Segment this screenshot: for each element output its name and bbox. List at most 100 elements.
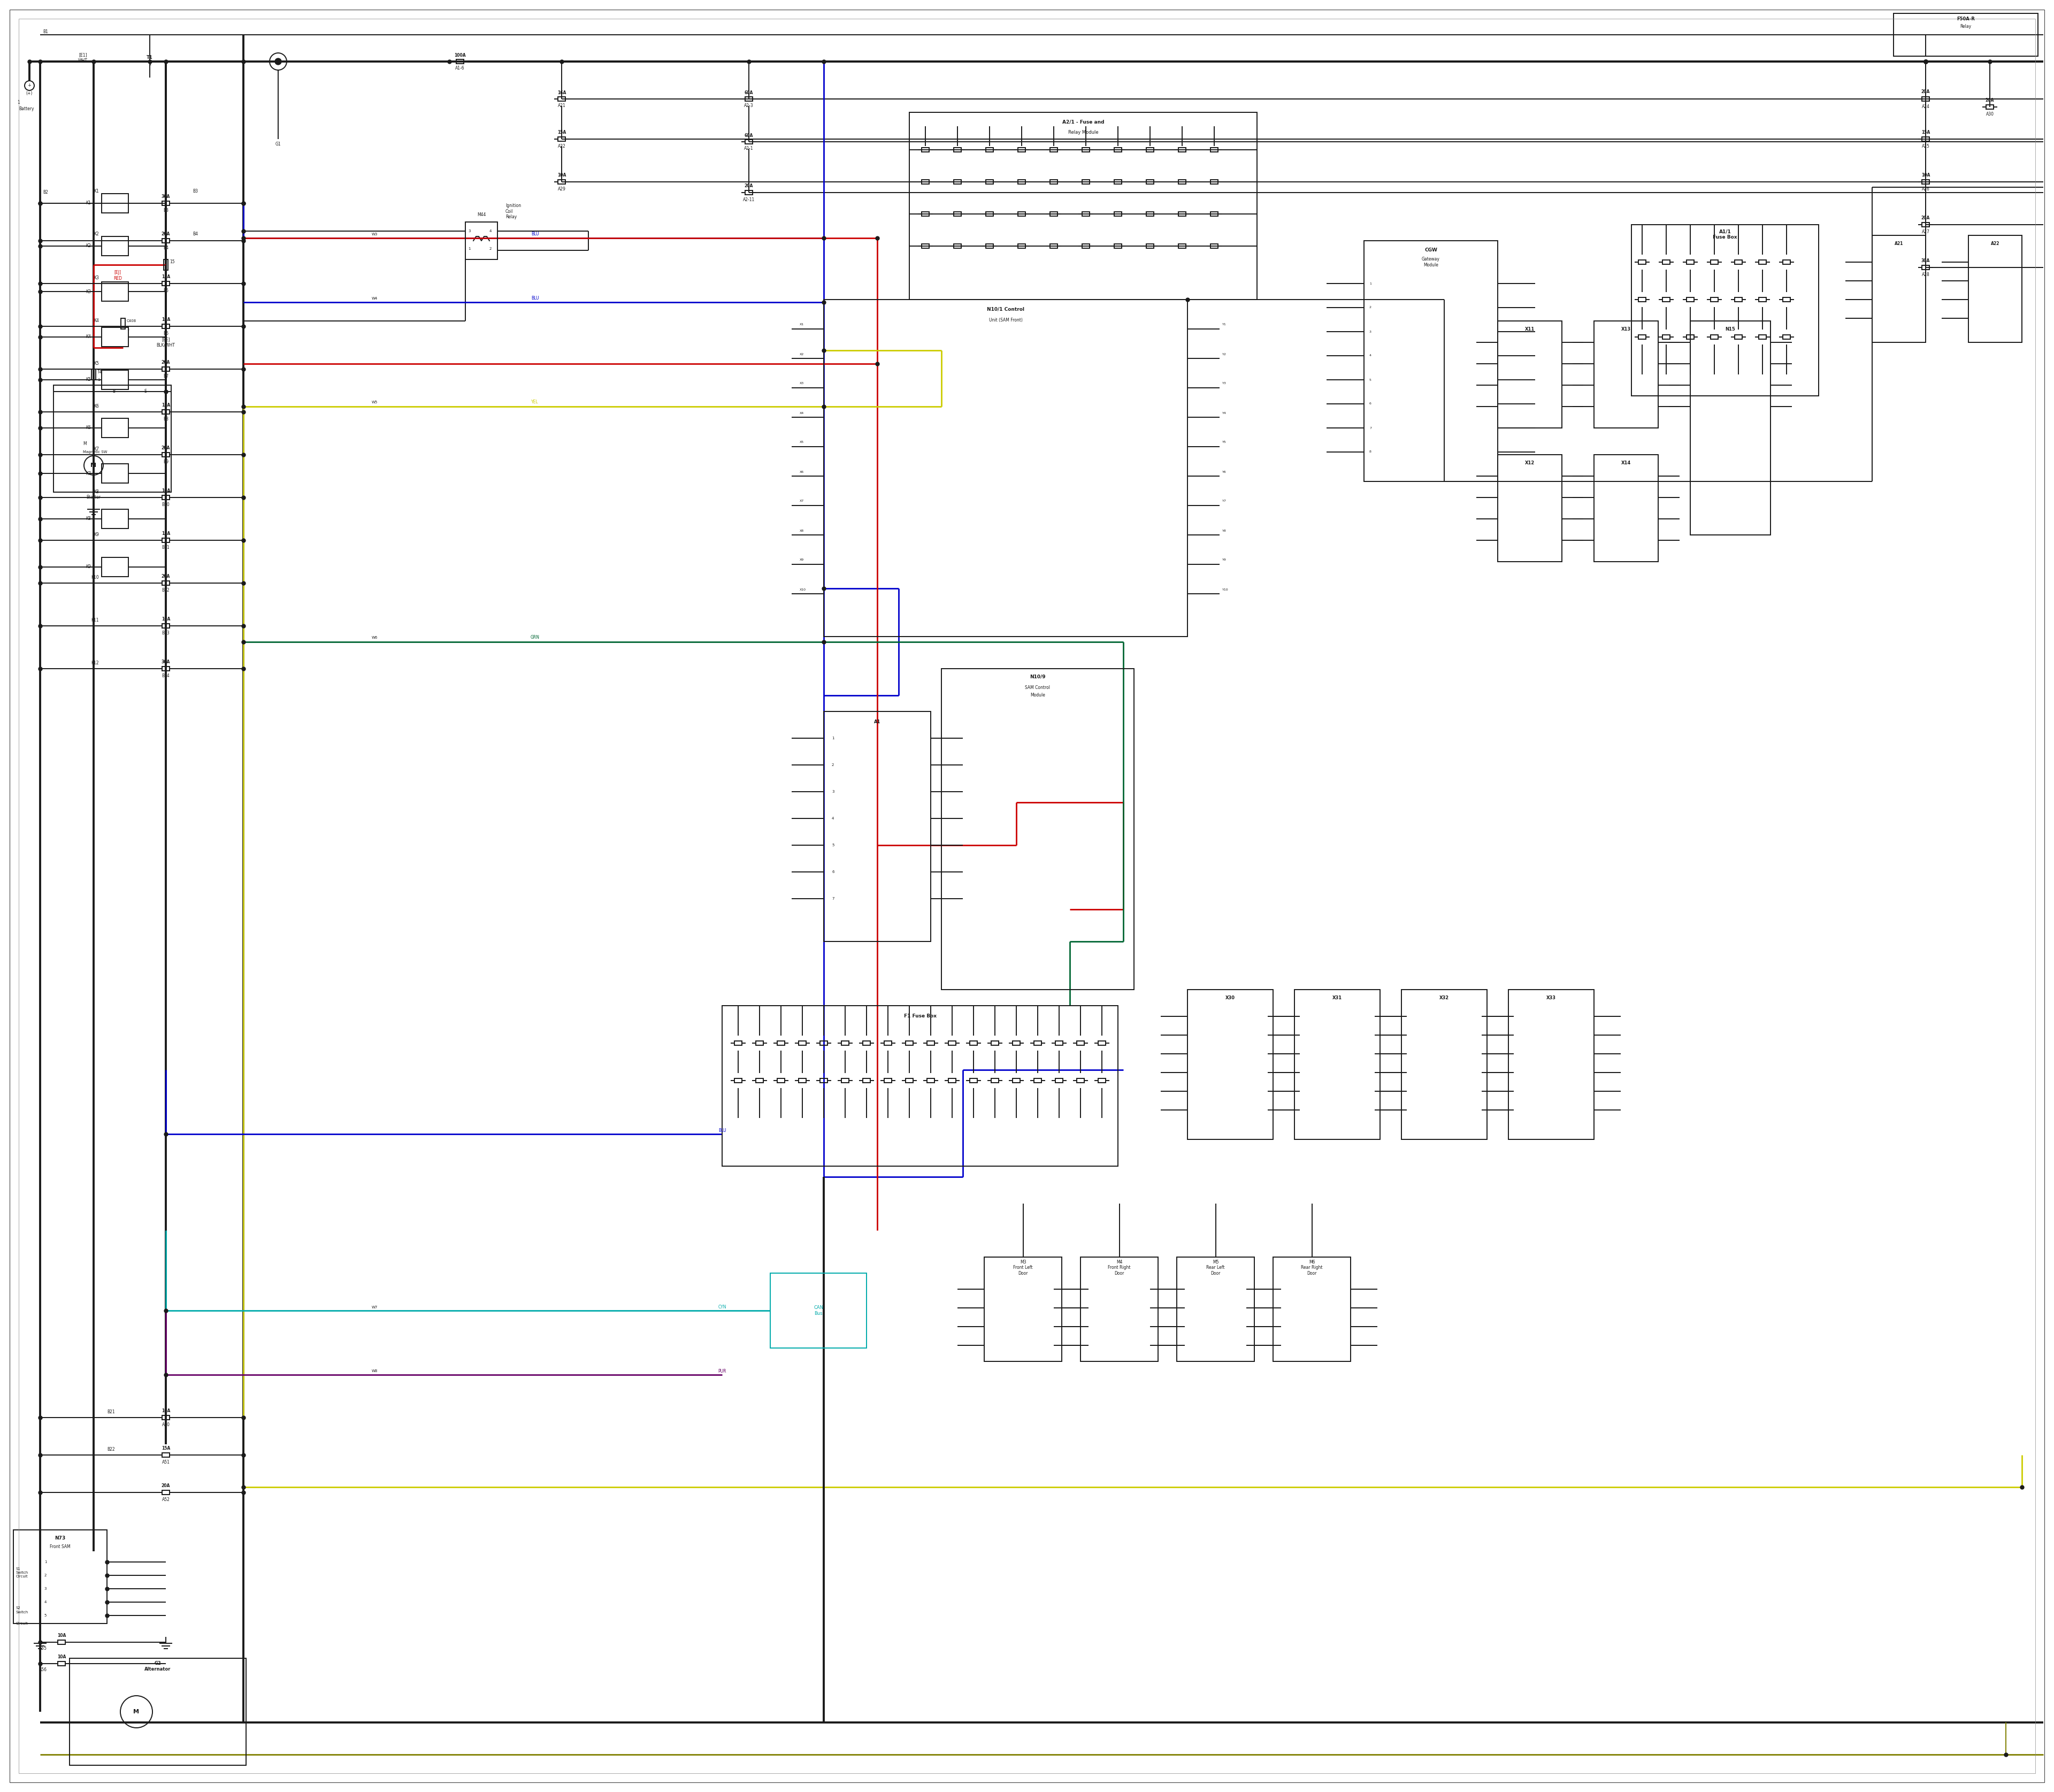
Bar [1594, 321, 1658, 428]
Text: X32: X32 [1440, 995, 1448, 1000]
Bar [926, 1041, 935, 1045]
Bar [1736, 297, 1742, 301]
Text: A27: A27 [1923, 229, 1929, 235]
Text: Circuit: Circuit [16, 1622, 29, 1625]
Text: Y1: Y1 [1222, 323, 1226, 326]
Text: M44: M44 [477, 213, 487, 217]
Text: M: M [82, 441, 86, 446]
Text: K6: K6 [94, 405, 99, 409]
Text: 4: 4 [1370, 355, 1372, 357]
Bar [1497, 455, 1561, 561]
Bar [756, 1079, 764, 1082]
Bar [949, 1041, 955, 1045]
Bar [1894, 13, 2038, 56]
Bar [926, 1079, 935, 1082]
Bar [1113, 244, 1121, 249]
Text: 2: 2 [1370, 306, 1372, 308]
Text: K4: K4 [94, 319, 99, 323]
Text: 15A: 15A [162, 274, 170, 280]
Bar [1080, 1256, 1158, 1362]
Text: B10: B10 [162, 502, 170, 507]
Text: F50A-R: F50A-R [1957, 16, 1974, 22]
Text: B12: B12 [162, 588, 170, 593]
Text: B1: B1 [43, 30, 47, 34]
Text: A24: A24 [1923, 104, 1929, 109]
Text: 15A: 15A [162, 530, 170, 536]
Text: W3: W3 [372, 233, 378, 237]
Text: X1: X1 [799, 323, 803, 326]
Text: K7: K7 [86, 471, 90, 477]
Text: K8: K8 [94, 489, 99, 495]
Bar [101, 281, 127, 301]
Bar [1076, 1079, 1085, 1082]
Text: 10A: 10A [557, 174, 567, 177]
Bar [1177, 1256, 1255, 1362]
Text: 20A: 20A [1986, 99, 1994, 102]
Bar [1364, 240, 1497, 482]
Bar [162, 324, 170, 328]
Text: Y7: Y7 [1222, 500, 1226, 502]
Bar [1758, 335, 1766, 339]
Text: 20A: 20A [162, 360, 170, 364]
Text: B11: B11 [162, 545, 170, 550]
Bar [1076, 1041, 1085, 1045]
Text: SAM Control: SAM Control [1025, 685, 1050, 690]
Bar [162, 1416, 170, 1419]
Text: 10A: 10A [1920, 172, 1931, 177]
Text: PUR: PUR [719, 1369, 727, 1373]
Bar [1019, 147, 1025, 152]
Text: 3: 3 [468, 229, 470, 233]
Text: 6: 6 [1370, 403, 1372, 405]
Text: CYN: CYN [719, 1305, 727, 1310]
Bar [1783, 335, 1791, 339]
Text: Module: Module [1031, 694, 1045, 697]
Text: T1: T1 [146, 56, 152, 61]
Text: S1
Switch
Circuit: S1 Switch Circuit [16, 1568, 29, 1579]
Bar [1056, 1041, 1062, 1045]
Text: 100A: 100A [454, 52, 466, 57]
Circle shape [275, 59, 281, 65]
Text: W5: W5 [372, 401, 378, 403]
Text: K6: K6 [86, 425, 90, 430]
Bar [922, 147, 928, 152]
Bar [1033, 1079, 1041, 1082]
Bar [456, 59, 464, 65]
Bar [14, 1530, 107, 1624]
Bar [824, 299, 1187, 636]
Text: 3: 3 [45, 1588, 47, 1590]
Bar [1783, 297, 1791, 301]
Bar [1662, 335, 1670, 339]
Text: Y3: Y3 [1222, 382, 1226, 385]
Text: 20A: 20A [162, 446, 170, 450]
Bar [953, 179, 961, 185]
Bar [101, 509, 127, 529]
Bar [1662, 297, 1670, 301]
Bar [101, 237, 127, 256]
Bar [1179, 244, 1185, 249]
Text: K3: K3 [86, 289, 90, 294]
Bar [101, 464, 127, 484]
Bar [1639, 335, 1645, 339]
Bar [1113, 211, 1121, 217]
Text: 20A: 20A [162, 1484, 170, 1487]
Bar [986, 179, 994, 185]
Text: A21: A21 [559, 104, 565, 108]
Bar [162, 538, 170, 543]
Text: K11: K11 [90, 618, 99, 624]
Text: X10: X10 [799, 588, 805, 591]
Text: B3: B3 [193, 190, 197, 194]
Bar [101, 418, 127, 437]
Bar [986, 147, 994, 152]
Text: W8: W8 [372, 1369, 378, 1373]
Bar [1019, 179, 1025, 185]
Bar [162, 624, 170, 627]
Bar [1050, 179, 1058, 185]
Text: B5: B5 [162, 289, 168, 294]
Text: [EE]
BLK/WHT: [EE] BLK/WHT [156, 337, 175, 348]
Bar [824, 711, 930, 941]
Text: 1: 1 [148, 63, 152, 66]
Text: 8: 8 [1370, 450, 1372, 453]
Bar [735, 1041, 741, 1045]
Text: A25: A25 [1923, 143, 1929, 149]
Text: K5: K5 [86, 378, 90, 382]
